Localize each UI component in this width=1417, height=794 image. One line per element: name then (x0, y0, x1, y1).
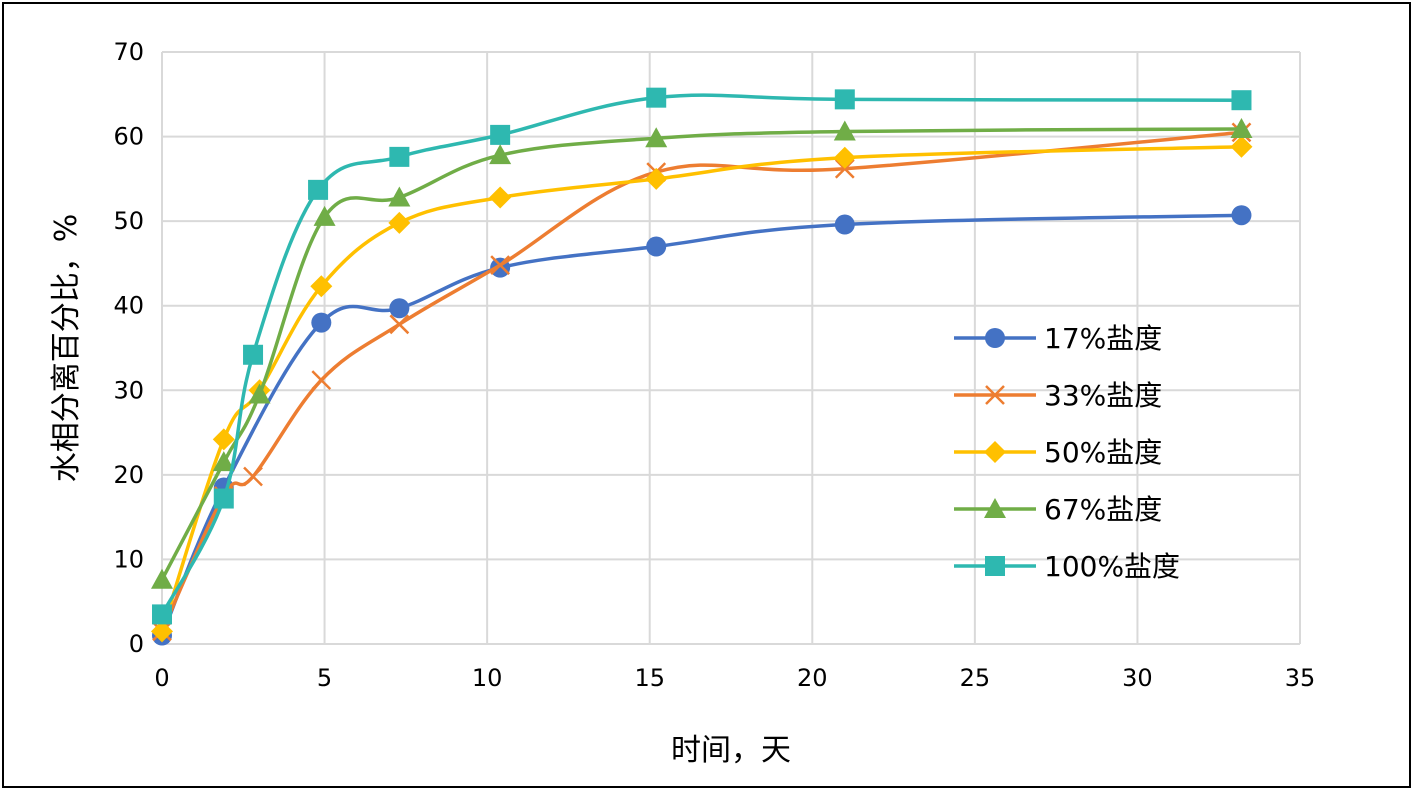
data-point (151, 620, 173, 643)
legend-item-0: 17%盐度 (954, 322, 1162, 355)
series-3 (151, 117, 1253, 589)
data-point (834, 89, 855, 110)
x-tick-label: 0 (154, 664, 169, 692)
data-point (248, 383, 271, 404)
data-point (243, 344, 264, 365)
y-tick-label: 10 (113, 545, 144, 573)
data-point (490, 255, 511, 276)
data-point (311, 312, 332, 333)
data-point (646, 87, 667, 108)
legend-marker (985, 556, 1005, 576)
legend-marker (984, 441, 1006, 463)
data-point (490, 124, 511, 145)
data-point (489, 186, 512, 209)
y-tick-label: 60 (113, 123, 144, 151)
data-point (313, 205, 336, 226)
x-tick-label: 30 (1122, 664, 1153, 692)
legend-marker (984, 498, 1006, 518)
x-tick-label: 15 (634, 664, 665, 692)
y-axis-title: 水相分离百分比，% (49, 214, 84, 483)
data-point (212, 428, 235, 451)
data-point (1230, 135, 1253, 158)
legend-marker (985, 328, 1005, 348)
data-point (311, 370, 332, 391)
series-line-1 (160, 130, 1242, 633)
data-point (308, 179, 329, 200)
data-point (243, 466, 263, 487)
y-tick-label: 0 (129, 630, 144, 658)
legend-marker (985, 385, 1005, 405)
data-point (645, 167, 668, 190)
x-tick-label: 20 (797, 664, 828, 692)
series-group (151, 87, 1253, 646)
x-tick-labels: 0 5 10 15 20 25 30 35 (154, 664, 1315, 692)
x-tick-label: 35 (1285, 664, 1316, 692)
x-axis-title: 时间，天 (671, 733, 791, 768)
legend: 17%盐度 33%盐度 50%盐度 67%盐度 100%盐度 (954, 322, 1180, 583)
legend-label: 50%盐度 (1044, 436, 1162, 469)
legend-item-2: 50%盐度 (954, 436, 1162, 469)
legend-label: 33%盐度 (1044, 379, 1162, 412)
x-tick-label: 10 (472, 664, 503, 692)
legend-item-3: 67%盐度 (954, 493, 1162, 526)
data-point (645, 127, 668, 148)
series-2 (151, 135, 1253, 643)
x-tick-label: 5 (317, 664, 332, 692)
data-point (212, 451, 235, 472)
data-point (1230, 117, 1253, 138)
data-point (833, 146, 856, 169)
y-tick-label: 40 (113, 292, 144, 320)
data-point (152, 604, 172, 625)
series-4 (152, 87, 1252, 625)
data-point (646, 236, 667, 257)
x-tick-label: 25 (960, 664, 991, 692)
y-tick-label: 20 (113, 461, 144, 489)
data-point (388, 186, 411, 207)
legend-label: 67%盐度 (1044, 493, 1162, 526)
legend-label: 17%盐度 (1044, 322, 1162, 355)
data-point (1231, 90, 1252, 111)
data-point (389, 298, 410, 319)
legend-item-4: 100%盐度 (954, 550, 1180, 583)
y-tick-label: 50 (113, 207, 144, 235)
data-point (833, 120, 856, 141)
data-point (389, 146, 410, 167)
data-point (213, 488, 234, 509)
data-point (151, 568, 173, 589)
legend-item-1: 33%盐度 (954, 379, 1162, 412)
data-point (834, 214, 855, 235)
legend-label: 100%盐度 (1044, 550, 1180, 583)
data-point (388, 211, 411, 234)
y-tick-labels: 0 10 20 30 40 50 60 70 (113, 38, 144, 658)
grid (161, 51, 1301, 645)
data-point (1231, 205, 1252, 226)
y-tick-label: 70 (113, 38, 144, 66)
line-chart: 0 10 20 30 40 50 60 70 0 5 10 15 20 25 30 35 17%盐度 33%盐… (49, 38, 1315, 768)
series-line-3 (160, 127, 1242, 581)
y-tick-label: 30 (113, 376, 144, 404)
data-point (489, 144, 512, 165)
data-point (389, 314, 410, 335)
data-point (310, 275, 333, 298)
